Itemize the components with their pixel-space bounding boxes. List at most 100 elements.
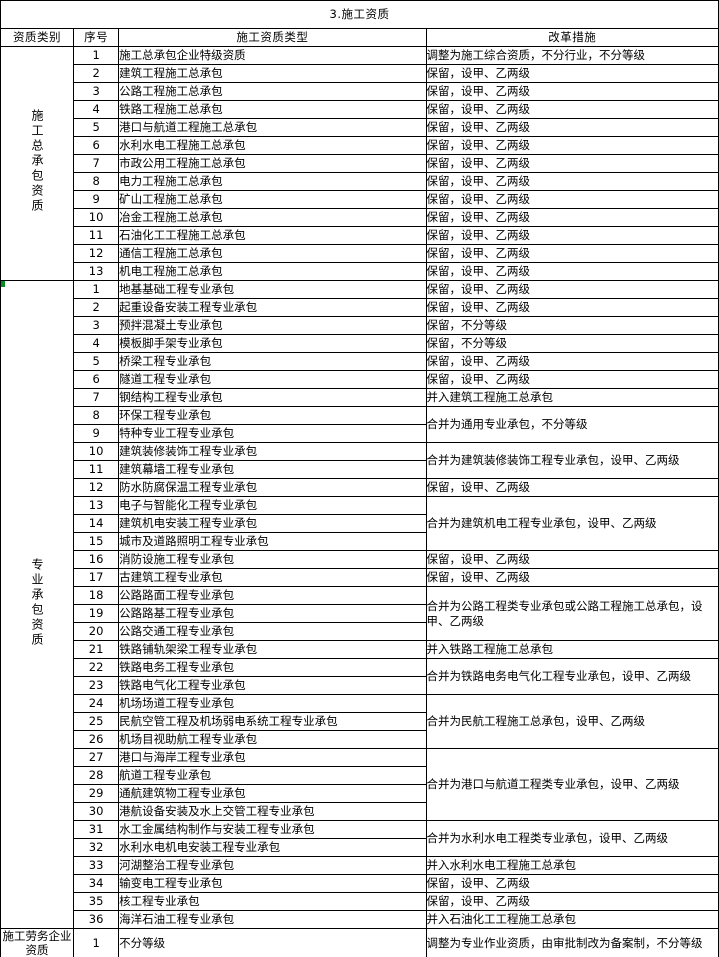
title-row: 3.施工资质 [0, 0, 719, 29]
row-index: 11 [73, 460, 120, 479]
reform-measure: 保留，设甲、乙两级 [425, 352, 719, 371]
table-row: 5 桥梁工程专业承包 保留，设甲、乙两级 [1, 352, 719, 371]
reform-measure: 保留，设甲、乙两级 [425, 892, 719, 911]
qualification-type: 预拌混凝土专业承包 [118, 316, 427, 335]
table-row: 18 公路路面工程专业承包 合并为公路工程类专业承包或公路工程施工总承包，设甲、乙两… [1, 586, 719, 641]
column-header-index: 序号 [73, 28, 120, 47]
reform-measure: 保留，设甲、乙两级 [425, 118, 719, 137]
qualification-type: 电子与智能化工程专业承包 [118, 496, 427, 515]
table-row: 10 建筑装修装饰工程专业承包 合并为建筑装修装饰工程专业承包，设甲、乙两级 [1, 442, 719, 479]
row-index: 2 [73, 298, 120, 317]
column-header-category: 资质类别 [0, 28, 75, 47]
row-index: 21 [73, 640, 120, 659]
green-artifact-marker [1, 281, 5, 287]
reform-measure: 保留，设甲、乙两级 [425, 370, 719, 389]
row-index: 22 [73, 658, 120, 677]
reform-measure: 并入铁路工程施工总承包 [425, 640, 719, 659]
qualification-type: 防水防腐保温工程专业承包 [118, 478, 427, 497]
row-index: 31 [73, 820, 120, 839]
row-index: 13 [73, 496, 120, 515]
row-index: 12 [73, 244, 120, 263]
table-row: 26 机场目视助航工程专业承包 [1, 730, 719, 749]
column-header-type: 施工资质类型 [118, 28, 427, 47]
table-row: 3 公路工程施工总承包 保留，设甲、乙两级 [1, 82, 719, 101]
reform-measure: 保留，设甲、乙两级 [425, 190, 719, 209]
row-index: 1 [73, 280, 120, 299]
row-index: 28 [73, 766, 120, 785]
reform-measure: 调整为施工综合资质，不分行业，不分等级 [425, 46, 719, 65]
category-label: 施工总承包资质 [30, 109, 45, 215]
qualification-type: 港口与海岸工程专业承包 [118, 748, 427, 767]
qualification-type: 海洋石油工程专业承包 [118, 910, 427, 929]
table-row: 专业承包资质 1 地基基础工程专业承包 保留，设甲、乙两级 [0, 280, 719, 929]
row-index: 4 [73, 334, 120, 353]
table-row: 16 消防设施工程专业承包 保留，设甲、乙两级 [1, 550, 719, 569]
qualification-type: 地基基础工程专业承包 [118, 280, 427, 299]
reform-measure: 合并为港口与航道工程类专业承包，设甲、乙两级 [425, 748, 719, 821]
row-index: 34 [73, 874, 120, 893]
qualification-type: 水利水电工程施工总承包 [118, 136, 427, 155]
qualification-type: 通信工程施工总承包 [118, 244, 427, 263]
qualification-type: 施工总承包企业特级资质 [118, 46, 427, 65]
row-index: 5 [73, 118, 120, 137]
reform-measure: 并入石油化工工程施工总承包 [425, 910, 719, 929]
reform-measure: 保留，设甲、乙两级 [425, 64, 719, 83]
table-row: 13 电子与智能化工程专业承包 合并为建筑机电工程专业承包，设甲、乙两级 [1, 496, 719, 551]
qualification-type: 河湖整治工程专业承包 [118, 856, 427, 875]
row-index: 11 [73, 226, 120, 245]
category-cell: 施工劳务企业资质 [0, 927, 75, 957]
table-row: 4 铁路工程施工总承包 保留，设甲、乙两级 [1, 100, 719, 119]
row-index: 32 [73, 838, 120, 857]
reform-measure: 保留，设甲、乙两级 [425, 280, 719, 299]
reform-measure: 合并为水利水电工程类专业承包，设甲、乙两级 [425, 820, 719, 857]
table-row: 13 机电工程施工总承包 保留，设甲、乙两级 [1, 262, 719, 281]
row-index: 4 [73, 100, 120, 119]
row-index: 6 [73, 370, 120, 389]
reform-measure: 合并为铁路电务电气化工程专业承包，设甲、乙两级 [425, 658, 719, 695]
reform-measure: 保留，设甲、乙两级 [425, 550, 719, 569]
qualification-type: 模板脚手架专业承包 [118, 334, 427, 353]
table-row: 36 海洋石油工程专业承包 并入石油化工工程施工总承包 [1, 910, 719, 929]
row-index: 7 [73, 388, 120, 407]
table-row: 33 河湖整治工程专业承包 并入水利水电工程施工总承包 [1, 856, 719, 875]
reform-measure: 保留，设甲、乙两级 [425, 568, 719, 587]
row-index: 35 [73, 892, 120, 911]
qualification-type: 电力工程施工总承包 [118, 172, 427, 191]
table-row: 20 公路交通工程专业承包 [1, 622, 719, 641]
qualification-type: 通航建筑物工程专业承包 [118, 784, 427, 803]
row-index: 24 [73, 694, 120, 713]
row-index: 8 [73, 172, 120, 191]
header-row: 资质类别 序号 施工资质类型 改革措施 [0, 28, 719, 47]
table-row: 11 石油化工工程施工总承包 保留，设甲、乙两级 [1, 226, 719, 245]
table-row: 6 隧道工程专业承包 保留，设甲、乙两级 [1, 370, 719, 389]
row-index: 1 [73, 46, 120, 65]
row-index: 19 [73, 604, 120, 623]
reform-measure: 保留，设甲、乙两级 [425, 100, 719, 119]
qualification-type: 桥梁工程专业承包 [118, 352, 427, 371]
reform-measure: 合并为公路工程类专业承包或公路工程施工总承包，设甲、乙两级 [425, 586, 719, 641]
qualification-type: 建筑工程施工总承包 [118, 64, 427, 83]
table-row: 6 水利水电工程施工总承包 保留，设甲、乙两级 [1, 136, 719, 155]
qualification-type: 公路工程施工总承包 [118, 82, 427, 101]
table-row: 7 钢结构工程专业承包 并入建筑工程施工总承包 [1, 388, 719, 407]
qualification-type: 石油化工工程施工总承包 [118, 226, 427, 245]
reform-measure: 保留，设甲、乙两级 [425, 172, 719, 191]
column-header-measure: 改革措施 [425, 28, 719, 47]
qualification-type: 机场场道工程专业承包 [118, 694, 427, 713]
row-index: 12 [73, 478, 120, 497]
row-index: 3 [73, 316, 120, 335]
qualification-type: 公路交通工程专业承包 [118, 622, 427, 641]
row-index: 9 [73, 190, 120, 209]
qualification-type: 铁路工程施工总承包 [118, 100, 427, 119]
table-row: 34 输变电工程专业承包 保留，设甲、乙两级 [1, 874, 719, 893]
table-row: 9 矿山工程施工总承包 保留，设甲、乙两级 [1, 190, 719, 209]
table-row: 17 古建筑工程专业承包 保留，设甲、乙两级 [1, 568, 719, 587]
reform-measure: 合并为民航工程施工总承包，设甲、乙两级 [425, 694, 719, 749]
row-index: 14 [73, 514, 120, 533]
qualification-type: 输变电工程专业承包 [118, 874, 427, 893]
reform-measure: 并入水利水电工程施工总承包 [425, 856, 719, 875]
qualification-type: 机场目视助航工程专业承包 [118, 730, 427, 749]
table-row: 10 冶金工程施工总承包 保留，设甲、乙两级 [1, 208, 719, 227]
